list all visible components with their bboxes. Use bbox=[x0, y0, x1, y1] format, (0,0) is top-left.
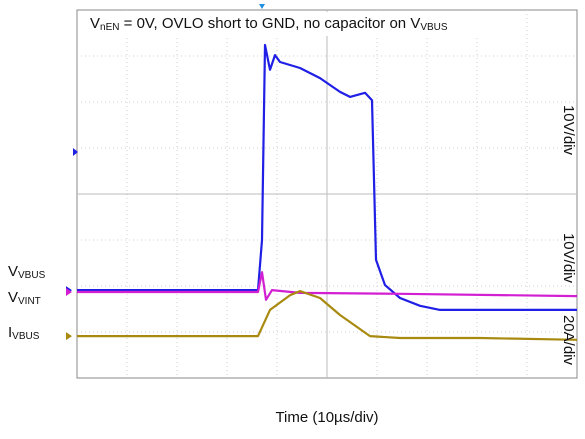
trace bbox=[77, 43, 577, 311]
title-text: = 0V, OVLO short to GND, no capacitor on… bbox=[119, 15, 420, 32]
channel-label: VVBUS bbox=[8, 263, 46, 281]
channel-label: VVINT bbox=[8, 289, 41, 307]
ground-marker bbox=[66, 332, 72, 341]
channel-label: IVBUS bbox=[8, 324, 40, 342]
ground-marker bbox=[66, 287, 72, 296]
title-subscript: nEN bbox=[100, 22, 119, 33]
channel-label-subscript: VBUS bbox=[12, 331, 40, 342]
channel-label-text: V bbox=[8, 289, 18, 306]
scale-label: 10V/div bbox=[560, 233, 577, 284]
trace bbox=[77, 290, 578, 341]
channel-label-text: I bbox=[8, 324, 12, 341]
trace bbox=[77, 271, 578, 301]
scale-label: 20A/div bbox=[560, 315, 577, 366]
traces bbox=[77, 43, 578, 341]
title-text: V bbox=[90, 15, 100, 32]
scale-label: 10V/div bbox=[560, 105, 577, 156]
channel-label-text: V bbox=[8, 263, 18, 280]
title-backdrop bbox=[80, 12, 510, 36]
chart-title: VnEN = 0V, OVLO short to GND, no capacit… bbox=[90, 15, 448, 33]
x-axis-label: Time (10µs/div) bbox=[275, 409, 378, 426]
grid bbox=[77, 10, 577, 378]
trigger-marker bbox=[73, 148, 78, 156]
trigger-position-marker bbox=[259, 4, 265, 9]
channel-label-subscript: VINT bbox=[18, 296, 41, 307]
channel-label-subscript: VBUS bbox=[18, 270, 46, 281]
title-subscript: VBUS bbox=[420, 22, 448, 33]
